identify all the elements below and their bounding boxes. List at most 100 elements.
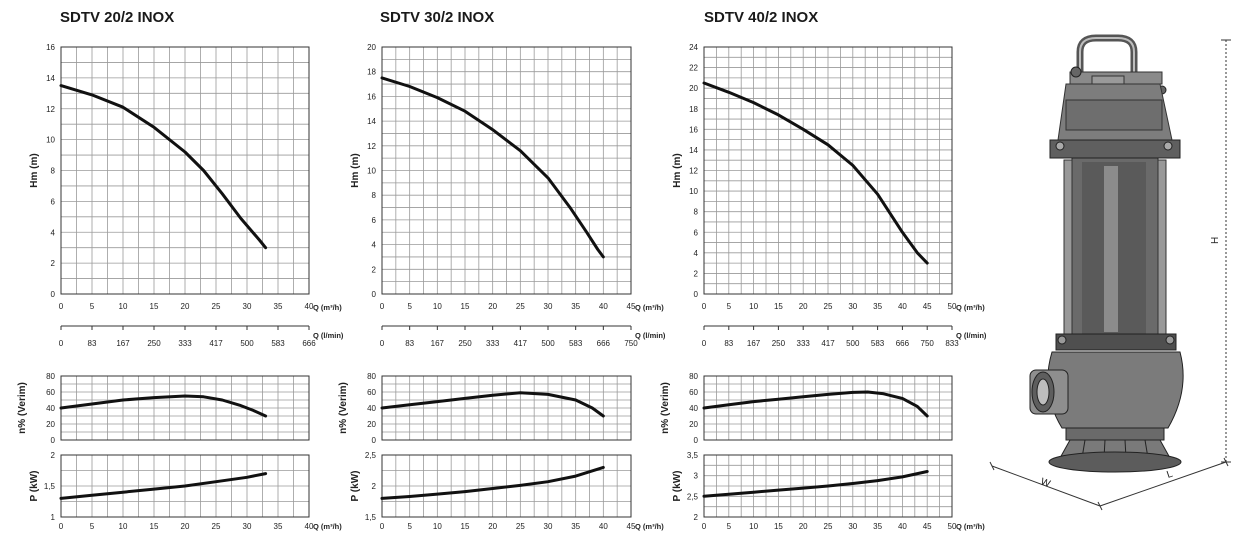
x-tick-label-m3h: 20	[799, 302, 808, 311]
x-tick-label-lmin: 83	[405, 339, 414, 348]
y-axis-title: P (kW)	[672, 471, 683, 502]
y-tick-label: 0	[372, 290, 377, 299]
head-curve	[59, 84, 268, 250]
y-tick-label: 40	[46, 404, 55, 413]
x-tick-label-lmin: 500	[846, 339, 860, 348]
x-tick-label-lmin: 750	[921, 339, 935, 348]
y-tick-label: 1	[51, 513, 56, 522]
x-tick-label-lmin: 666	[597, 339, 611, 348]
x-tick-label-lmin: 583	[271, 339, 285, 348]
y-tick-label: 6	[372, 216, 377, 225]
x-tick-label-m3h: 20	[488, 522, 497, 531]
x-tick-label-m3h: 0	[59, 302, 64, 311]
x-tick-label-m3h: 0	[380, 522, 385, 531]
x-tick-label-m3h: 30	[544, 302, 553, 311]
x-tick-label-lmin: 83	[724, 339, 733, 348]
y-tick-label: 14	[689, 146, 698, 155]
dimension-l-label: L	[1165, 468, 1174, 480]
x-tick-label-m3h: 0	[702, 522, 707, 531]
panel-frame	[703, 46, 953, 295]
x-tick-label-m3h: 5	[407, 302, 412, 311]
x-tick-label-m3h: 0	[59, 522, 64, 531]
dimension-h-label: H	[1210, 237, 1221, 244]
x-unit-lmin: Q (l/min)	[635, 331, 666, 340]
x-tick-label-m3h: 40	[305, 522, 314, 531]
x-tick-label-lmin: 250	[458, 339, 472, 348]
efficiency-panel: 0 20 40 60 80 n% (Verim)	[17, 372, 310, 445]
x-tick-label-m3h: 45	[627, 302, 636, 311]
y-tick-label: 6	[51, 197, 56, 206]
x-tick-label-lmin: 0	[702, 339, 707, 348]
x-tick-label-m3h: 15	[150, 522, 159, 531]
y-tick-label: 8	[372, 191, 377, 200]
efficiency-panel: 0 20 40 60 80 n% (Verim)	[660, 372, 953, 445]
x-unit-lmin: Q (l/min)	[313, 331, 344, 340]
x-tick-label-lmin: 583	[871, 339, 885, 348]
y-tick-label: 4	[694, 249, 699, 258]
power-panel: 1 1,5 2 P (kW)	[29, 451, 310, 522]
x-tick-label-m3h: 25	[212, 522, 221, 531]
y-tick-label: 0	[51, 290, 56, 299]
panel-frame	[703, 454, 953, 518]
chart-title: SDTV 30/2 INOX	[380, 9, 494, 26]
x-tick-label-m3h: 25	[516, 302, 525, 311]
y-tick-label: 3	[694, 472, 699, 481]
x-tick-label-lmin: 666	[896, 339, 910, 348]
y-tick-label: 12	[46, 105, 55, 114]
y-tick-label: 60	[689, 388, 698, 397]
y-tick-label: 60	[46, 388, 55, 397]
x-tick-label-m3h: 45	[923, 302, 932, 311]
y-tick-label: 18	[689, 105, 698, 114]
x-tick-label-lmin: 0	[380, 339, 385, 348]
x-tick-label-m3h: 35	[571, 522, 580, 531]
x-tick-label-m3h: 35	[873, 522, 882, 531]
y-axis-title: Hm (m)	[672, 153, 683, 187]
x-tick-label-m3h: 35	[571, 302, 580, 311]
y-tick-label: 0	[372, 436, 377, 445]
y-tick-label: 6	[694, 228, 699, 237]
x-tick-label-lmin: 417	[821, 339, 835, 348]
power-panel: 1,5 2 2,5 P (kW)	[350, 451, 632, 522]
y-axis-title: Hm (m)	[350, 153, 361, 187]
x-tick-label-m3h: 15	[150, 302, 159, 311]
y-tick-label: 40	[689, 404, 698, 413]
y-tick-label: 20	[367, 420, 376, 429]
efficiency-curve	[59, 394, 268, 418]
head-curve	[702, 81, 929, 265]
y-tick-label: 2	[372, 482, 377, 491]
dimension-lines: H W L	[989, 39, 1231, 511]
x-tick-label-lmin: 833	[945, 339, 959, 348]
y-tick-label: 8	[694, 208, 699, 217]
y-tick-label: 80	[46, 372, 55, 381]
x-tick-label-m3h: 15	[774, 302, 783, 311]
y-tick-label: 16	[367, 92, 376, 101]
x-tick-label-m3h: 20	[488, 302, 497, 311]
x-tick-label-m3h: 50	[948, 522, 957, 531]
panel-frame	[381, 454, 632, 518]
y-tick-label: 40	[367, 404, 376, 413]
x-tick-label-m3h: 25	[824, 302, 833, 311]
x-tick-label-lmin: 333	[178, 339, 192, 348]
y-axis-title: n% (Verim)	[338, 382, 349, 434]
x-tick-label-m3h: 50	[948, 302, 957, 311]
y-tick-label: 2	[51, 259, 56, 268]
x-tick-label-lmin: 750	[624, 339, 638, 348]
x-tick-label-m3h: 35	[274, 302, 283, 311]
y-tick-label: 2,5	[365, 451, 377, 460]
y-tick-label: 2	[694, 269, 699, 278]
y-tick-label: 10	[689, 187, 698, 196]
x-unit-m3h: Q (m³/h)	[635, 522, 664, 531]
x-unit-lmin: Q (l/min)	[956, 331, 987, 340]
x-tick-label-lmin: 417	[209, 339, 223, 348]
x-tick-label-m3h: 5	[727, 522, 732, 531]
y-tick-label: 3,5	[687, 451, 699, 460]
y-tick-label: 2	[372, 265, 377, 274]
y-tick-label: 18	[367, 68, 376, 77]
y-tick-label: 22	[689, 64, 698, 73]
x-tick-label-m3h: 0	[702, 302, 707, 311]
y-axis-title: P (kW)	[29, 471, 40, 502]
x-tick-label-m3h: 5	[90, 302, 95, 311]
